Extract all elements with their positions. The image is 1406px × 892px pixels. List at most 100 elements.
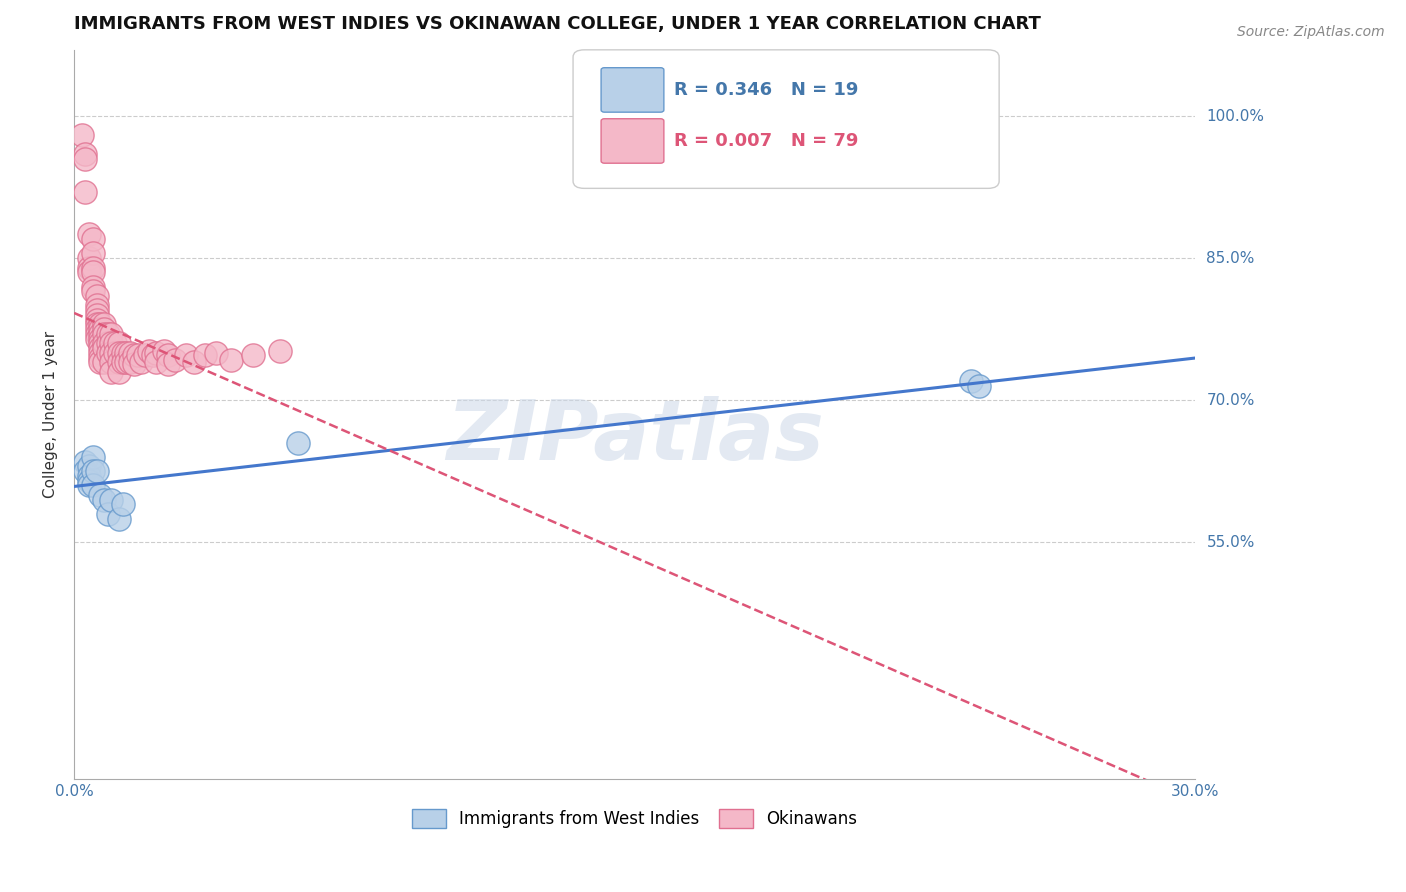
Point bbox=[97, 326, 120, 341]
Point bbox=[82, 450, 104, 464]
Text: R = 0.007   N = 79: R = 0.007 N = 79 bbox=[673, 132, 858, 150]
Point bbox=[70, 128, 93, 142]
Point bbox=[75, 464, 97, 478]
Point bbox=[242, 348, 264, 362]
Point bbox=[89, 351, 111, 365]
Point bbox=[77, 227, 100, 242]
Point bbox=[142, 348, 165, 362]
Point bbox=[127, 348, 149, 362]
Point bbox=[287, 435, 309, 450]
Point bbox=[100, 365, 122, 379]
Point bbox=[108, 355, 131, 369]
Point bbox=[111, 355, 134, 369]
Point bbox=[93, 341, 115, 355]
Point bbox=[86, 308, 108, 322]
FancyBboxPatch shape bbox=[574, 50, 1000, 188]
Text: 70.0%: 70.0% bbox=[1206, 392, 1254, 408]
Text: 100.0%: 100.0% bbox=[1206, 109, 1264, 124]
Text: IMMIGRANTS FROM WEST INDIES VS OKINAWAN COLLEGE, UNDER 1 YEAR CORRELATION CHART: IMMIGRANTS FROM WEST INDIES VS OKINAWAN … bbox=[75, 15, 1040, 33]
Point bbox=[77, 459, 100, 474]
Point bbox=[89, 355, 111, 369]
Point bbox=[89, 322, 111, 336]
Point bbox=[100, 336, 122, 351]
Point bbox=[86, 322, 108, 336]
Point bbox=[82, 260, 104, 275]
Point bbox=[131, 355, 153, 369]
Point bbox=[145, 346, 167, 360]
Point bbox=[219, 353, 242, 368]
Point bbox=[115, 355, 138, 369]
Point bbox=[100, 355, 122, 369]
Point bbox=[194, 348, 217, 362]
Point bbox=[86, 289, 108, 303]
Point bbox=[111, 346, 134, 360]
Point bbox=[82, 279, 104, 293]
Point bbox=[77, 265, 100, 279]
Point bbox=[77, 478, 100, 492]
Point bbox=[77, 251, 100, 265]
Point bbox=[183, 355, 205, 369]
Point bbox=[120, 355, 142, 369]
Text: 85.0%: 85.0% bbox=[1206, 251, 1254, 266]
Point bbox=[100, 492, 122, 507]
Point bbox=[77, 876, 100, 890]
Point bbox=[86, 326, 108, 341]
Point bbox=[967, 379, 990, 393]
Point bbox=[75, 455, 97, 469]
Point bbox=[122, 348, 145, 362]
Point bbox=[205, 346, 228, 360]
Point bbox=[77, 474, 100, 488]
Point bbox=[111, 497, 134, 511]
Point bbox=[86, 303, 108, 318]
Point bbox=[89, 341, 111, 355]
Point bbox=[82, 464, 104, 478]
Point bbox=[75, 147, 97, 161]
Point bbox=[156, 357, 179, 371]
Point bbox=[89, 336, 111, 351]
Point bbox=[108, 336, 131, 351]
Point bbox=[86, 318, 108, 332]
Point bbox=[77, 469, 100, 483]
Point bbox=[93, 355, 115, 369]
Point bbox=[93, 318, 115, 332]
Point bbox=[138, 343, 160, 358]
Point bbox=[93, 336, 115, 351]
Point bbox=[156, 348, 179, 362]
Point bbox=[82, 478, 104, 492]
Point bbox=[120, 346, 142, 360]
Point bbox=[100, 326, 122, 341]
Point bbox=[86, 464, 108, 478]
Point bbox=[163, 353, 186, 368]
Point bbox=[93, 326, 115, 341]
Text: Source: ZipAtlas.com: Source: ZipAtlas.com bbox=[1237, 25, 1385, 39]
Text: ZIPatlas: ZIPatlas bbox=[446, 396, 824, 476]
Point bbox=[97, 336, 120, 351]
Point bbox=[115, 346, 138, 360]
Point bbox=[108, 346, 131, 360]
Point bbox=[960, 374, 983, 388]
Point bbox=[75, 152, 97, 166]
FancyBboxPatch shape bbox=[602, 68, 664, 112]
Text: R = 0.346   N = 19: R = 0.346 N = 19 bbox=[673, 81, 858, 99]
Point bbox=[269, 343, 291, 358]
Point bbox=[145, 355, 167, 369]
Point bbox=[108, 511, 131, 525]
Point bbox=[104, 346, 127, 360]
Point bbox=[97, 507, 120, 521]
Point bbox=[152, 343, 174, 358]
Point bbox=[108, 365, 131, 379]
Point bbox=[86, 332, 108, 346]
Point bbox=[89, 326, 111, 341]
Point bbox=[100, 346, 122, 360]
Point bbox=[82, 265, 104, 279]
Point bbox=[104, 336, 127, 351]
Text: 55.0%: 55.0% bbox=[1206, 534, 1254, 549]
Point bbox=[89, 488, 111, 502]
Point bbox=[77, 260, 100, 275]
Point bbox=[89, 346, 111, 360]
Point bbox=[93, 322, 115, 336]
Point bbox=[174, 348, 197, 362]
Point bbox=[122, 357, 145, 371]
Point bbox=[134, 348, 156, 362]
Y-axis label: College, Under 1 year: College, Under 1 year bbox=[44, 331, 58, 498]
